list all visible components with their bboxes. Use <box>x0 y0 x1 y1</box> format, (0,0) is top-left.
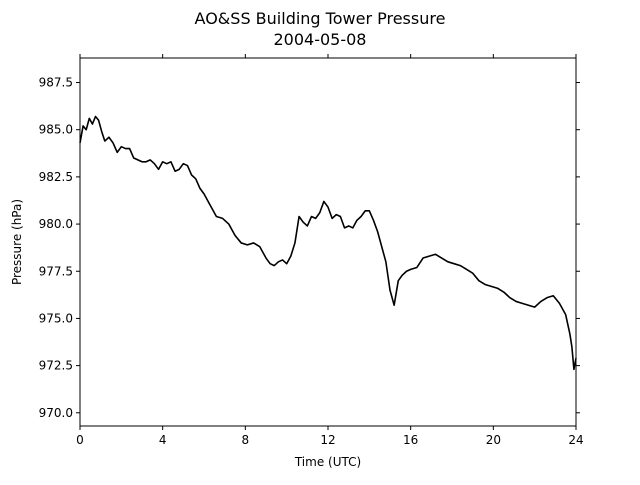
chart-subtitle: 2004-05-08 <box>274 30 367 49</box>
x-tick-label: 0 <box>76 433 84 447</box>
chart-title: AO&SS Building Tower Pressure <box>195 9 446 28</box>
y-tick-label: 985.0 <box>39 123 73 137</box>
y-tick-label: 987.5 <box>39 76 73 90</box>
y-tick-label: 970.0 <box>39 406 73 420</box>
x-tick-label: 20 <box>486 433 501 447</box>
series-line-0 <box>79 115 577 371</box>
x-tick-label: 24 <box>568 433 583 447</box>
plot-area: 0 4 8 12 16 20 24 970.0 972.5 975.0 977.5 980.0 982.… <box>39 54 584 447</box>
x-tick-label: 16 <box>403 433 418 447</box>
x-tick-label: 12 <box>320 433 335 447</box>
y-tick-label: 980.0 <box>39 217 73 231</box>
x-axis-label: Time (UTC) <box>294 455 361 469</box>
y-axis-label: Pressure (hPa) <box>10 199 24 285</box>
y-tick-label: 972.5 <box>39 359 73 373</box>
x-tick-label: 4 <box>159 433 167 447</box>
y-tick-label: 977.5 <box>39 264 73 278</box>
y-tick-label: 982.5 <box>39 170 73 184</box>
x-tick-label: 8 <box>242 433 250 447</box>
y-tick-label: 975.0 <box>39 311 73 325</box>
